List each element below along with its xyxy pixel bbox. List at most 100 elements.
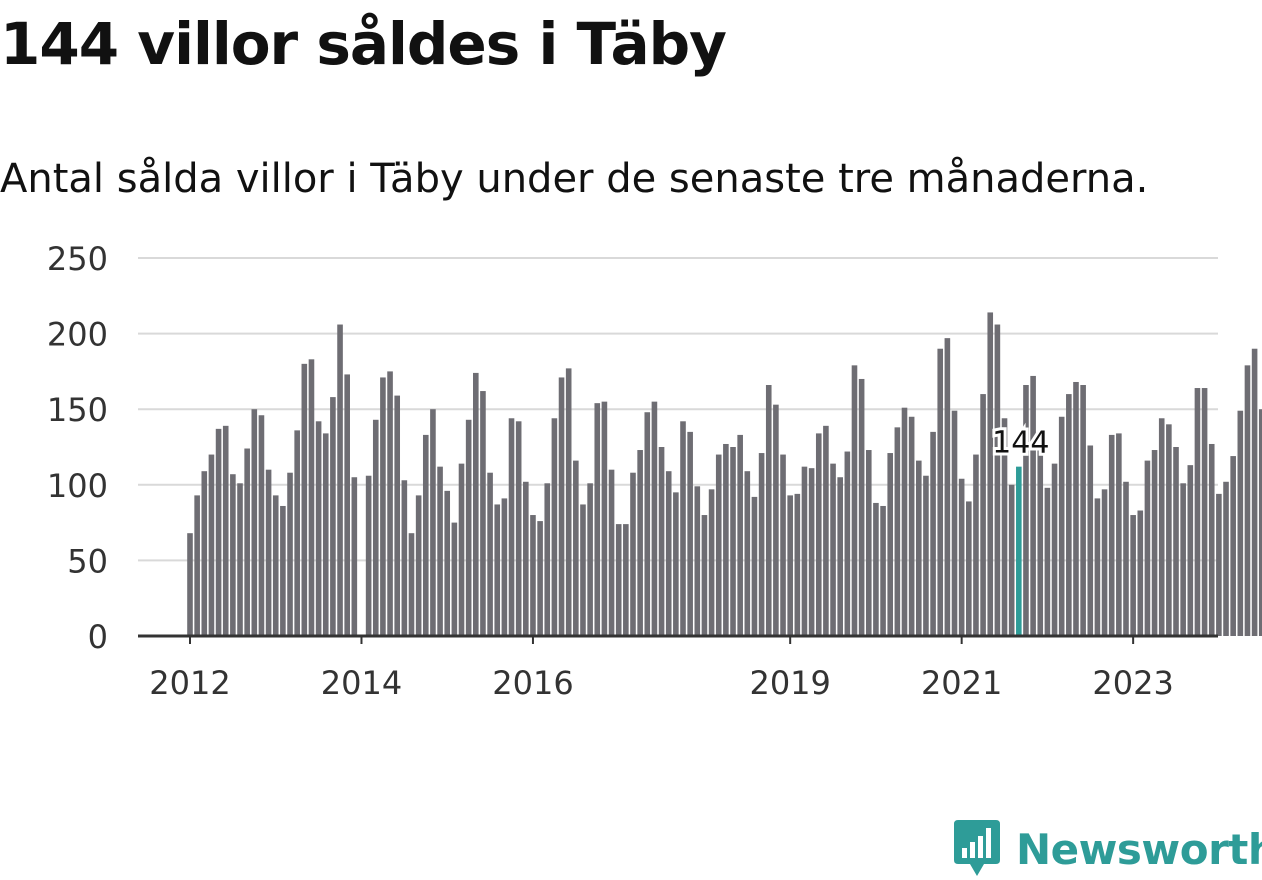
- x-tick-label: 2016: [492, 664, 573, 702]
- bar: [1166, 424, 1172, 636]
- bar: [1030, 375, 1036, 636]
- bar: [894, 427, 901, 636]
- bar: [1123, 481, 1129, 636]
- bar: [1080, 385, 1086, 636]
- chart-subtitle: Antal sålda villor i Täby under de senas…: [0, 156, 1149, 202]
- bar: [994, 324, 1001, 636]
- bar: [1144, 460, 1151, 636]
- bar: [437, 466, 443, 636]
- bar: [908, 416, 915, 636]
- annotations: 144: [989, 423, 1052, 464]
- bar: [1108, 434, 1115, 636]
- newsworthy-logo-icon: [954, 820, 1000, 876]
- bar: [458, 463, 465, 636]
- bar: [215, 428, 222, 636]
- bar: [1051, 463, 1058, 636]
- bar: [1058, 416, 1065, 636]
- bar: [765, 385, 772, 636]
- bar: [865, 450, 872, 636]
- bar: [280, 505, 286, 636]
- bar: [187, 533, 193, 636]
- bar: [380, 377, 386, 636]
- bar: [808, 468, 815, 636]
- chart-title: 144 villor såldes i Täby: [0, 10, 727, 78]
- bar: [1094, 498, 1101, 636]
- bar: [444, 490, 451, 636]
- bar: [1187, 465, 1194, 636]
- bar: [587, 483, 593, 636]
- bar: [644, 412, 651, 636]
- x-tick-label: 2023: [1092, 664, 1173, 702]
- bar: [473, 372, 479, 636]
- bar: [730, 447, 736, 636]
- bar-chart: 0 50 100 150 200 250 2012 2014 2016 2019 2021 2023…: [47, 240, 1262, 702]
- bar: [1151, 450, 1158, 636]
- bar: [915, 460, 922, 636]
- highlight-value-label: 144: [992, 426, 1049, 461]
- bar: [322, 433, 329, 636]
- bar: [873, 502, 879, 636]
- bar: [1037, 440, 1044, 636]
- bar: [408, 533, 415, 636]
- brand-logo: Newsworthy: [952, 818, 1262, 880]
- bar: [987, 312, 994, 636]
- bar: [951, 410, 958, 636]
- bar: [515, 421, 522, 636]
- bar: [744, 471, 751, 636]
- x-tick-label: 2012: [149, 664, 230, 702]
- bar: [923, 475, 929, 636]
- bar: [966, 501, 972, 636]
- bar: [1194, 388, 1201, 636]
- bar: [815, 433, 822, 636]
- bar: [737, 434, 743, 636]
- bar: [465, 419, 472, 636]
- bar: [773, 404, 779, 636]
- y-tick-label: 200: [47, 316, 108, 354]
- bar: [337, 324, 343, 636]
- bar: [787, 495, 793, 636]
- bar: [258, 415, 265, 636]
- bar: [301, 363, 308, 636]
- bar: [637, 450, 643, 636]
- bar: [551, 418, 558, 636]
- bar: [501, 498, 508, 636]
- bar: [715, 454, 722, 636]
- bar: [287, 472, 293, 636]
- y-tick-label: 250: [47, 240, 108, 278]
- bar: [930, 431, 936, 636]
- brand-name: Newsworthy: [1016, 824, 1262, 874]
- bar: [780, 454, 786, 636]
- bar: [673, 492, 679, 636]
- x-axis: 2012201420162019202120232025: [138, 634, 1218, 702]
- bar: [558, 377, 565, 636]
- bar: [1087, 445, 1094, 636]
- bar: [351, 477, 358, 636]
- bar: [308, 359, 315, 636]
- bar: [1208, 443, 1215, 636]
- bar: [544, 483, 551, 636]
- bar: [451, 522, 458, 636]
- y-axis: 0 50 100 150 200 250: [47, 240, 108, 656]
- bar: [823, 425, 829, 636]
- bar: [1044, 487, 1051, 636]
- bar: [1230, 456, 1236, 636]
- bar: [958, 478, 965, 636]
- bar: [573, 460, 579, 636]
- bar: [837, 477, 843, 636]
- bar: [265, 469, 272, 636]
- bar: [1223, 481, 1229, 636]
- bar: [594, 403, 601, 636]
- bar: [315, 421, 322, 636]
- bar: [194, 495, 200, 636]
- bar: [608, 469, 615, 636]
- bar: [1216, 493, 1222, 636]
- bar: [230, 474, 236, 636]
- bar: [487, 472, 493, 636]
- bar: [430, 409, 436, 636]
- bar: [1258, 409, 1262, 636]
- bar: [723, 443, 729, 636]
- y-tick-label: 100: [47, 467, 108, 505]
- x-tick-label: 2021: [921, 664, 1002, 702]
- bar: [1158, 418, 1165, 636]
- bar: [830, 463, 836, 636]
